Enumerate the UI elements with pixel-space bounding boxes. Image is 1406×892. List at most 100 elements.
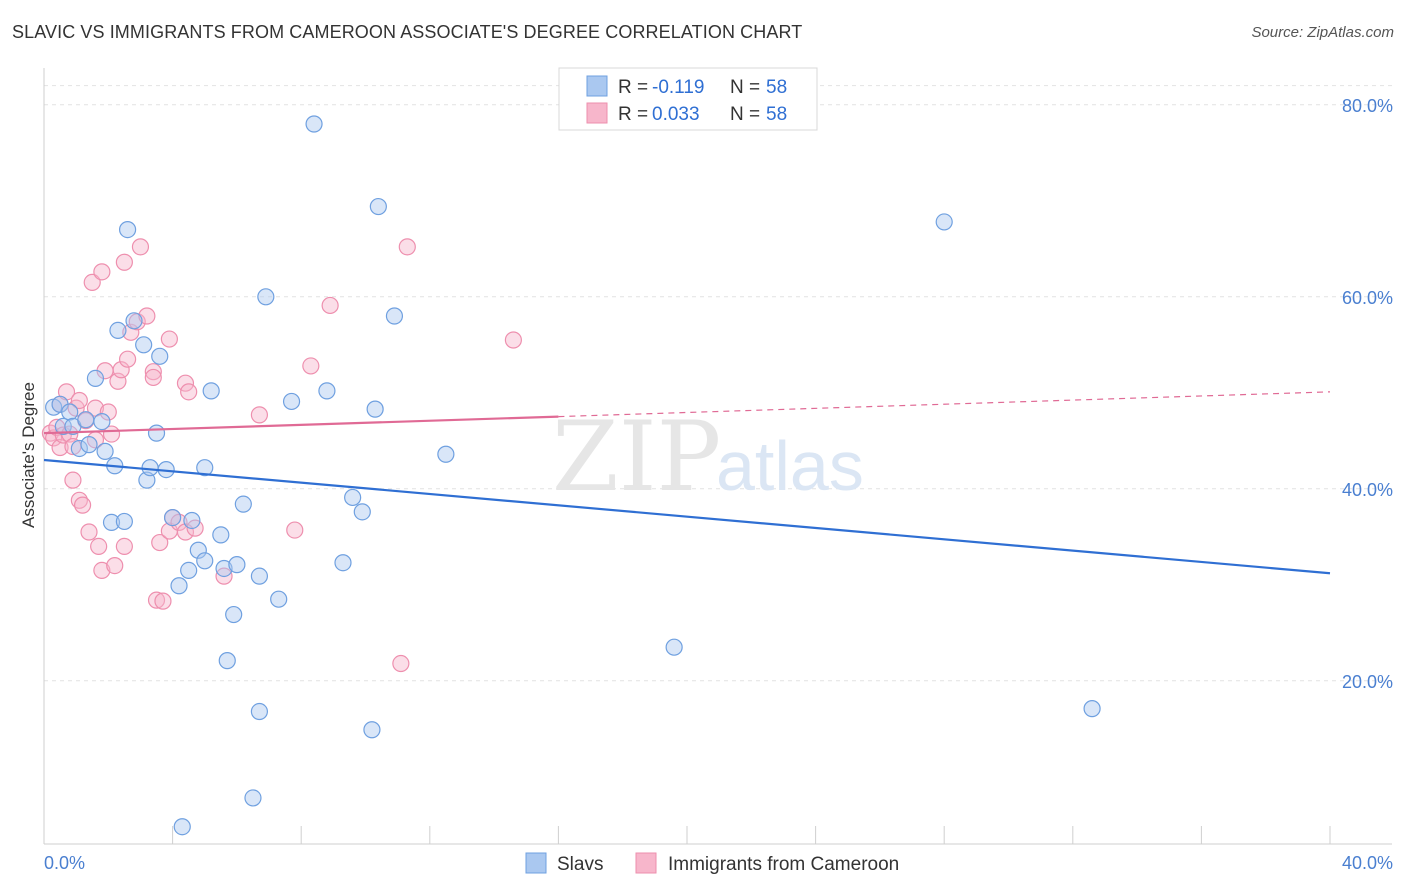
cameroon-point bbox=[392, 654, 410, 673]
cameroon-point bbox=[138, 307, 156, 325]
cameroon-point bbox=[147, 591, 166, 609]
y-tick-label: 80.0% bbox=[1342, 96, 1393, 116]
cameroon-point bbox=[151, 533, 169, 552]
legend-n-value-slavs: 58 bbox=[766, 77, 787, 98]
slavs-point bbox=[244, 789, 262, 807]
x-tick-label: 0.0% bbox=[44, 853, 85, 873]
slavs-point bbox=[70, 439, 88, 458]
cameroon-point bbox=[321, 296, 339, 315]
slavs-point bbox=[115, 512, 133, 531]
slavs-point bbox=[353, 503, 371, 521]
cameroon-point bbox=[83, 273, 101, 291]
slavs-point bbox=[334, 554, 352, 572]
x-tick-label: 40.0% bbox=[1342, 853, 1393, 873]
cameroon-point bbox=[131, 238, 150, 256]
cameroon-point bbox=[64, 471, 82, 489]
legend-r-value-slavs: -0.119 bbox=[652, 77, 704, 98]
cameroon-trend-line bbox=[43, 415, 559, 435]
cameroon-point bbox=[180, 383, 198, 401]
slavs-point bbox=[344, 488, 362, 507]
cameroon-point bbox=[302, 357, 320, 375]
slavs-point bbox=[437, 445, 455, 463]
slavs-point bbox=[135, 336, 153, 354]
legend-n-label-cameroon: N = bbox=[730, 104, 760, 125]
watermark-zip: ZIP bbox=[552, 401, 721, 513]
cameroon-point bbox=[160, 330, 178, 348]
slavs-point bbox=[228, 556, 246, 574]
watermark-atlas: atlas bbox=[716, 427, 864, 505]
cameroon-point bbox=[504, 331, 522, 349]
slavs-point bbox=[147, 424, 166, 442]
slavs-point bbox=[102, 513, 121, 532]
cameroon-point bbox=[106, 556, 124, 575]
y-axis-label: Associate's Degree bbox=[19, 382, 38, 528]
cameroon-point bbox=[154, 592, 172, 610]
slavs-point bbox=[196, 459, 214, 477]
cameroon-point bbox=[250, 406, 269, 424]
slavs-point bbox=[270, 590, 288, 608]
cameroon-trend-line-dashed bbox=[558, 391, 1331, 418]
y-tick-label: 60.0% bbox=[1342, 288, 1393, 308]
slavs-point bbox=[250, 702, 269, 721]
slavs-point bbox=[250, 567, 269, 585]
slavs-point bbox=[173, 818, 191, 836]
legend-r-label-cameroon: R = bbox=[618, 104, 648, 125]
bottom-legend: Slavs Immigrants from Cameroon bbox=[525, 852, 899, 875]
slavs-point bbox=[366, 400, 384, 418]
slavs-point bbox=[109, 321, 127, 339]
slavs-point bbox=[218, 652, 236, 670]
cameroon-point bbox=[118, 350, 137, 368]
slavs-point bbox=[77, 411, 95, 429]
cameroon-point bbox=[398, 238, 416, 256]
slavs-point bbox=[363, 721, 381, 739]
slavs-point bbox=[141, 459, 159, 477]
cameroon-point bbox=[144, 368, 162, 387]
cameroon-point bbox=[80, 523, 98, 541]
slavs-point bbox=[318, 382, 336, 400]
cameroon-point bbox=[73, 496, 92, 514]
slavs-point bbox=[935, 213, 953, 231]
trend-layer bbox=[43, 391, 1331, 575]
cameroon-point bbox=[70, 491, 88, 509]
slavs-point bbox=[282, 392, 301, 411]
slavs-point bbox=[225, 605, 243, 624]
slavs-point bbox=[665, 638, 683, 656]
slavs-trend-line bbox=[43, 458, 1331, 575]
cameroon-point bbox=[99, 403, 117, 421]
watermark: ZIP atlas bbox=[552, 401, 864, 513]
cameroon-point bbox=[115, 253, 133, 271]
legend-swatch-slavs bbox=[586, 75, 608, 97]
slavs-point bbox=[96, 442, 114, 460]
legend-box: R = -0.119 N = 58 R = 0.033 N = 58 bbox=[558, 67, 818, 131]
cameroon-point bbox=[144, 363, 162, 381]
slavs-point bbox=[305, 115, 323, 133]
cameroon-point bbox=[286, 521, 304, 539]
slavs-point bbox=[257, 288, 275, 306]
slavs-point bbox=[170, 577, 188, 595]
legend-swatch-cameroon bbox=[586, 102, 608, 124]
bottom-legend-swatch-cameroon bbox=[635, 852, 657, 874]
ticks-layer: 20.0% 40.0% 60.0% 80.0% 0.0% 40.0% bbox=[44, 96, 1393, 873]
y-tick-label: 20.0% bbox=[1342, 672, 1393, 692]
cameroon-point bbox=[93, 561, 111, 580]
slavs-point bbox=[215, 559, 233, 578]
slavs-point bbox=[86, 369, 105, 387]
slavs-point bbox=[61, 403, 79, 421]
bottom-legend-swatch-slavs bbox=[525, 852, 547, 874]
chart-title: SLAVIC VS IMMIGRANTS FROM CAMEROON ASSOC… bbox=[12, 22, 803, 42]
slavs-point bbox=[234, 495, 252, 513]
cameroon-point bbox=[112, 361, 130, 379]
slavs-point bbox=[180, 561, 198, 580]
slavs-point bbox=[183, 511, 201, 530]
legend-n-label-slavs: N = bbox=[730, 77, 760, 98]
slavs-point bbox=[54, 417, 72, 435]
slavs-point bbox=[189, 541, 207, 559]
cameroon-point bbox=[93, 263, 111, 281]
legend-r-value-cameroon: 0.033 bbox=[652, 104, 700, 125]
points-layer bbox=[41, 115, 1101, 836]
grid-layer bbox=[44, 85, 1392, 682]
bottom-legend-label-slavs: Slavs bbox=[557, 854, 603, 875]
cameroon-point bbox=[70, 391, 88, 410]
cameroon-point bbox=[90, 537, 108, 556]
y-tick-label: 40.0% bbox=[1342, 480, 1393, 500]
